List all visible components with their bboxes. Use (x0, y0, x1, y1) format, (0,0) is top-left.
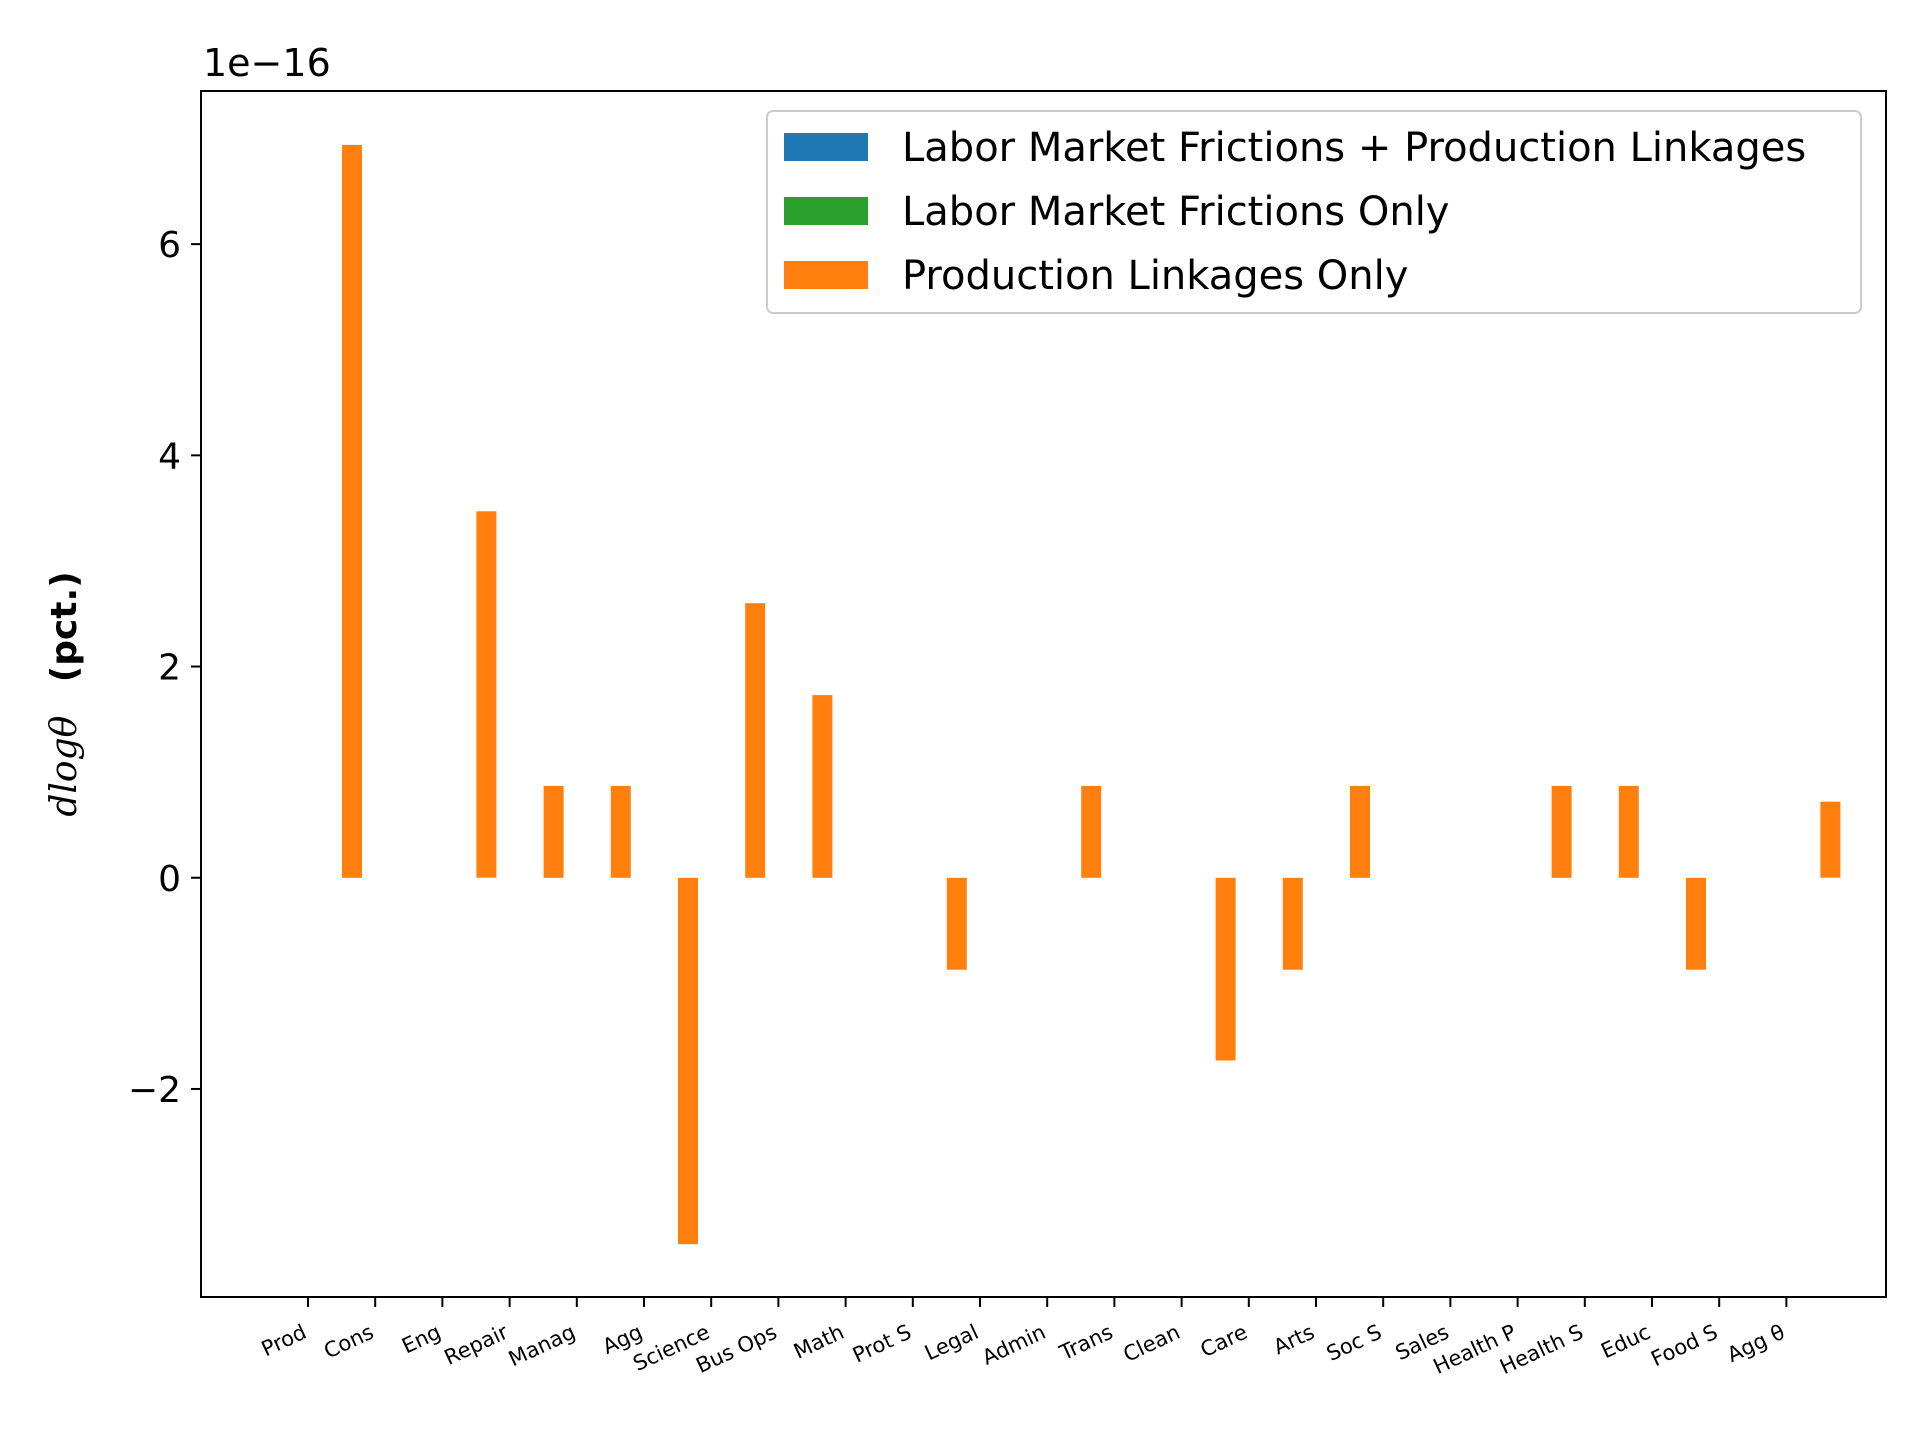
bar-prod-series-2 (342, 144, 362, 878)
y-axis: −2 0 2 4 6 (128, 225, 201, 1111)
y-tick-label-1: 0 (158, 859, 181, 900)
plot-area-frame (200, 90, 1887, 1298)
bar-care-series-2 (1282, 877, 1303, 970)
legend-swatch-0 (784, 133, 868, 161)
bar-repair-series-2 (543, 785, 564, 878)
legend-swatch-1 (784, 197, 868, 225)
bar-agg-series-2 (678, 877, 698, 1245)
y-axis-label: dlogθ (pct.) (44, 571, 85, 816)
y-tick-label-2: 2 (158, 648, 181, 689)
bar-health-p-series-2 (1551, 785, 1572, 878)
legend-label-0: Labor Market Frictions + Production Link… (902, 125, 1806, 171)
bar-bus-ops-series-2 (812, 695, 833, 878)
legend-label-1: Labor Market Frictions Only (902, 189, 1449, 235)
bar-agg--series-2 (1820, 801, 1841, 878)
bar-manag-series-2 (610, 785, 631, 878)
y-tick-label-0: −2 (128, 1070, 181, 1111)
legend-box (766, 110, 1862, 314)
bar-science-series-2 (745, 603, 766, 878)
legend-swatch-2 (784, 261, 868, 289)
legend: Labor Market Frictions + Production Link… (766, 110, 1862, 314)
y-tick-label-3: 4 (158, 436, 181, 477)
bar-educ-series-2 (1686, 877, 1706, 970)
y-axis-offset-label: 1e−16 (203, 41, 331, 85)
bars-layer (342, 144, 1841, 1245)
bar-eng-series-2 (476, 511, 497, 878)
legend-label-2: Production Linkages Only (902, 253, 1408, 299)
y-axis-label-unit: (pct.) (44, 571, 85, 682)
bar-health-s-series-2 (1618, 785, 1639, 878)
bar-prot-s-series-2 (946, 877, 967, 970)
bar-clean-series-2 (1215, 877, 1236, 1061)
bar-arts-series-2 (1350, 785, 1370, 878)
y-axis-label-math: dlogθ (44, 715, 85, 816)
bar-admin-series-2 (1081, 785, 1102, 878)
y-tick-label-4: 6 (158, 225, 181, 266)
